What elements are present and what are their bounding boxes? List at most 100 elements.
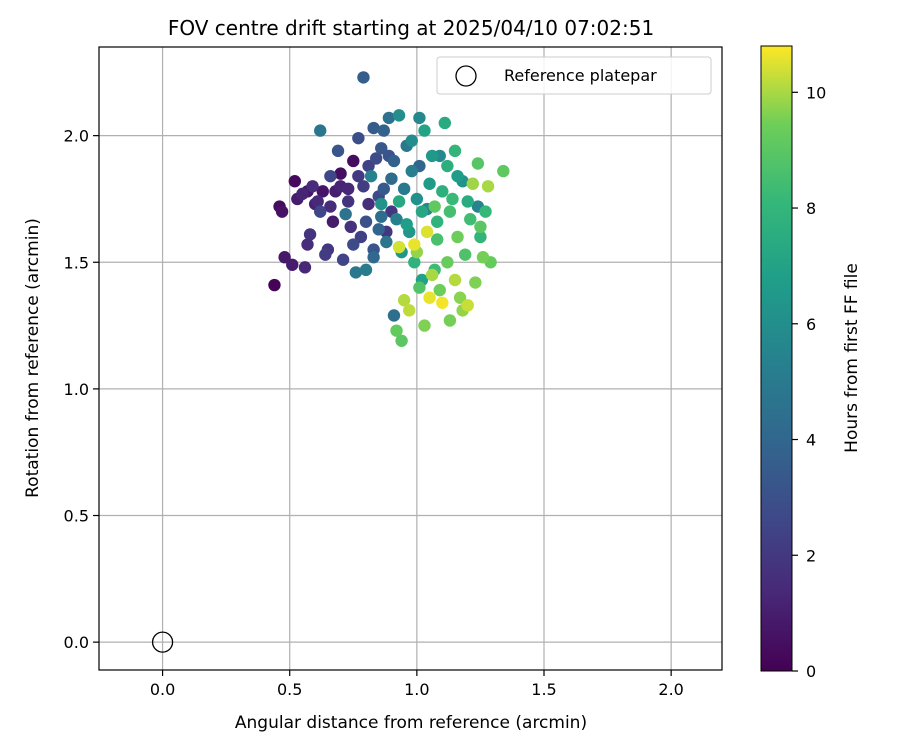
scatter-point	[349, 266, 363, 279]
scatter-point	[413, 111, 426, 125]
scatter-point	[433, 283, 446, 297]
scatter-point	[336, 253, 350, 266]
scatter-point	[357, 180, 370, 193]
scatter-point	[443, 314, 457, 327]
scatter-point	[362, 159, 375, 173]
scatter-point	[431, 215, 444, 228]
scatter-point	[461, 299, 474, 312]
data-points	[268, 71, 510, 347]
scatter-point	[448, 273, 462, 287]
scatter-point	[347, 154, 360, 168]
y-tick-label: 0.0	[64, 633, 89, 652]
scatter-point	[359, 215, 373, 228]
scatter-point	[443, 205, 457, 218]
scatter-point	[296, 187, 309, 201]
x-tick-label: 1.0	[404, 680, 429, 699]
scatter-point	[446, 192, 459, 206]
scatter-point	[425, 268, 439, 282]
scatter-point	[418, 319, 431, 332]
colorbar-tick-label: 2	[806, 546, 816, 565]
scatter-point	[311, 195, 324, 208]
scatter-point	[364, 169, 378, 183]
scatter-point	[405, 164, 418, 178]
scatter-point	[436, 296, 449, 309]
y-tick-label: 1.5	[64, 253, 89, 272]
reference-platepar-marker	[151, 631, 174, 653]
colorbar-ticks: 0 2 4 6 8 10	[792, 83, 826, 681]
scatter-point	[326, 215, 340, 228]
scatter-point	[423, 177, 436, 190]
scatter-point	[367, 121, 380, 135]
legend: Reference platepar	[436, 56, 712, 95]
scatter-point	[375, 210, 388, 223]
scatter-point	[316, 185, 329, 198]
scatter-point	[387, 309, 401, 322]
scatter-point	[464, 213, 477, 226]
scatter-point	[380, 235, 393, 249]
chart-title: FOV centre drift starting at 2025/04/10 …	[168, 16, 654, 40]
scatter-point	[431, 233, 444, 246]
scatter-point	[476, 250, 490, 264]
x-tick-label: 1.5	[531, 680, 556, 699]
legend-box	[436, 56, 712, 95]
scatter-point	[428, 200, 441, 213]
scatter-point	[392, 109, 406, 122]
scatter-point	[405, 134, 418, 147]
scatter-point	[362, 197, 375, 211]
scatter-point	[319, 248, 332, 261]
scatter-point	[451, 230, 464, 244]
y-tick-label: 0.5	[64, 507, 89, 526]
scatter-point	[458, 248, 472, 261]
scatter-point	[497, 164, 510, 178]
scatter-point	[278, 250, 291, 264]
scatter-point	[420, 225, 434, 239]
reference-marker-layer	[151, 631, 174, 653]
scatter-point	[390, 213, 403, 226]
scatter-point	[372, 223, 385, 236]
scatter-point	[301, 238, 314, 251]
scatter-point	[481, 180, 495, 193]
scatter-point	[339, 207, 352, 221]
y-tick-label: 2.0	[64, 127, 89, 146]
scatter-point	[448, 144, 462, 158]
scatter-point	[392, 240, 406, 254]
scatter-point	[382, 111, 396, 125]
scatter-point	[314, 205, 327, 218]
scatter-point	[275, 205, 289, 218]
scatter-point	[418, 124, 431, 137]
scatter-point	[451, 169, 464, 183]
scatter-point	[392, 195, 406, 208]
scatter-point	[403, 304, 416, 317]
scatter-point	[352, 131, 365, 145]
scatter-point	[314, 124, 327, 137]
scatter-point	[367, 250, 380, 264]
scatter-point	[474, 220, 487, 234]
colorbar-tick-label: 4	[806, 431, 816, 450]
scatter-point	[408, 256, 421, 269]
scatter-point	[286, 258, 299, 271]
scatter-point	[342, 195, 355, 208]
scatter-point	[469, 276, 482, 289]
y-axis-ticks: 0.0 0.5 1.0 1.5 2.0	[64, 127, 99, 652]
colorbar-tick-label: 8	[806, 199, 816, 218]
scatter-point	[385, 172, 398, 185]
legend-marker-icon	[455, 65, 477, 87]
scatter-point	[453, 291, 467, 304]
legend-label: Reference platepar	[504, 66, 657, 85]
scatter-point	[344, 220, 357, 234]
colorbar-tick-label: 10	[806, 83, 826, 102]
scatter-point	[268, 278, 281, 292]
scatter-point	[466, 177, 479, 190]
scatter-point	[423, 291, 436, 304]
x-axis-label: Angular distance from reference (arcmin)	[235, 713, 587, 733]
scatter-point	[359, 263, 373, 277]
scatter-point	[400, 218, 413, 231]
scatter-point	[375, 197, 388, 211]
scatter-point	[288, 175, 301, 188]
x-tick-label: 0.0	[150, 680, 175, 699]
scatter-point	[413, 281, 426, 294]
scatter-point	[377, 182, 390, 196]
scatter-point	[461, 195, 474, 208]
scatter-point	[369, 152, 383, 165]
